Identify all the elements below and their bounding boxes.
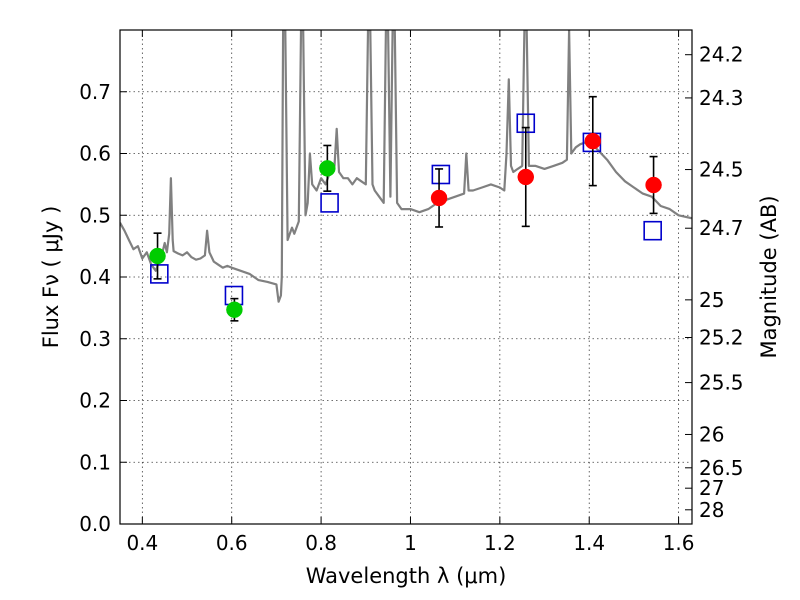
x-tick-label: 1 xyxy=(404,531,417,555)
model-box-marker xyxy=(320,193,339,213)
red-data-point xyxy=(517,168,535,186)
right-tick-label: 24.5 xyxy=(699,158,744,182)
green-data-point xyxy=(226,301,243,318)
x-tick-label: 1.4 xyxy=(573,531,605,555)
data-markers xyxy=(149,95,662,322)
y-tick-label: 0.3 xyxy=(79,327,111,351)
green-data-point xyxy=(149,247,166,265)
y-tick-label: 0.7 xyxy=(79,80,111,104)
red-data-point xyxy=(430,189,448,207)
x-tick-label: 0.6 xyxy=(216,531,248,555)
right-tick-label: 26 xyxy=(699,422,724,446)
x-tick-label: 1.2 xyxy=(484,531,516,555)
x-tick-label: 0.4 xyxy=(126,531,158,555)
y-tick-label: 0.5 xyxy=(79,203,111,227)
y-tick-label: 0.1 xyxy=(79,450,111,474)
axis-ticks: 0.4 0.6 0.8 1 1.2 1.4 1.6 0.0 0.1 0.2 0.3 0.4 0.5 0.6… xyxy=(79,30,744,555)
x-tick-label: 0.8 xyxy=(305,531,337,555)
x-tick-label: 1.6 xyxy=(663,531,695,555)
x-axis-label: Wavelength λ (μm) xyxy=(306,564,507,588)
red-data-point xyxy=(584,132,602,150)
right-tick-label: 25.2 xyxy=(699,326,744,350)
model-box-marker xyxy=(150,264,169,284)
model-box-marker xyxy=(431,164,451,185)
right-tick-label: 25 xyxy=(699,288,724,312)
right-tick-label: 27 xyxy=(699,476,724,500)
model-box-marker xyxy=(643,220,662,241)
right-tick-label: 25.5 xyxy=(699,371,744,395)
y-axis-label: Flux Fν ( μJy ) xyxy=(39,206,63,349)
y-tick-label: 0.0 xyxy=(79,512,111,536)
model-spectrum xyxy=(120,30,692,303)
right-tick-label: 24.2 xyxy=(699,43,744,67)
y-tick-label: 0.2 xyxy=(79,389,111,413)
right-tick-label: 28 xyxy=(699,498,724,522)
right-tick-label: 24.7 xyxy=(699,216,744,240)
red-data-point xyxy=(645,176,662,194)
spectrum-line xyxy=(120,30,692,303)
y-tick-label: 0.6 xyxy=(79,142,111,166)
y-tick-label: 0.4 xyxy=(79,265,111,289)
grid xyxy=(120,30,692,524)
right-axis-label: Magnitude (AB) xyxy=(757,195,781,358)
right-tick-label: 26.5 xyxy=(699,456,744,480)
green-data-point xyxy=(319,160,336,177)
right-tick-label: 24.3 xyxy=(699,86,744,110)
